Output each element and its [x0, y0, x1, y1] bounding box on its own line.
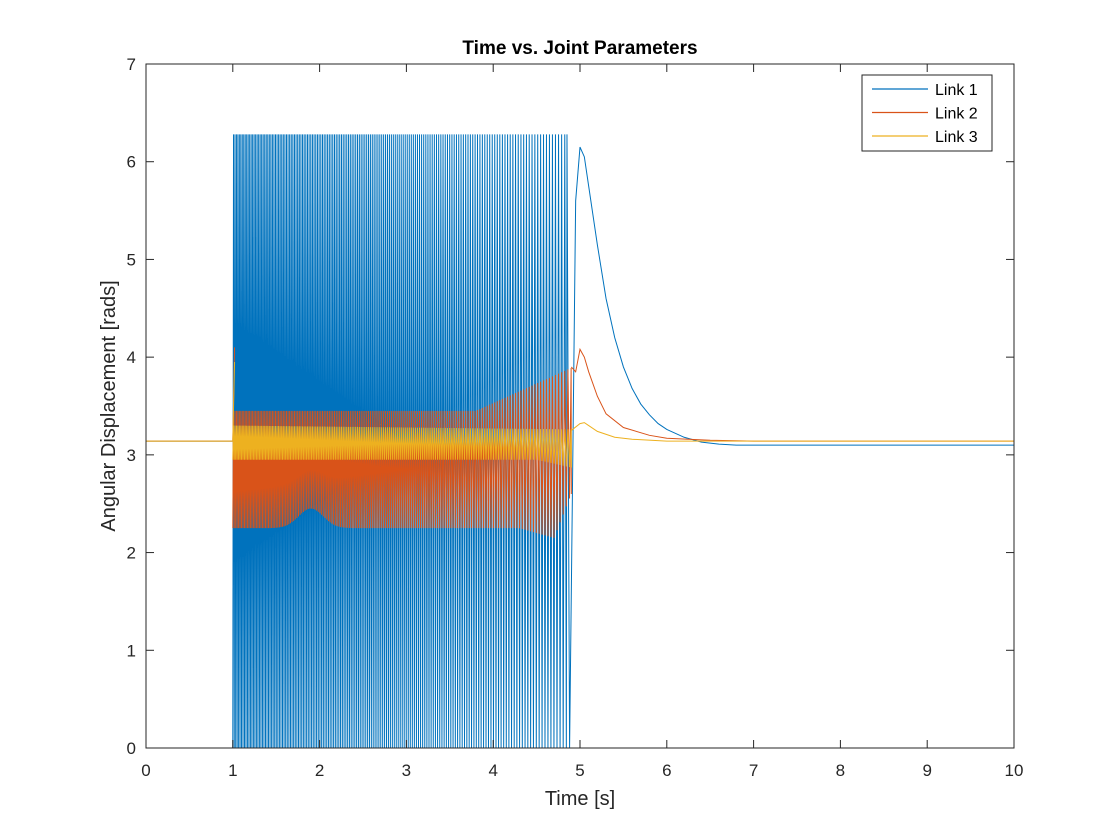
- y-tick-label: 2: [127, 544, 136, 563]
- y-tick-label: 7: [127, 55, 136, 74]
- series-line-link-3: [146, 362, 1014, 468]
- series-layer: [146, 134, 1014, 748]
- x-tick-label: 10: [1005, 761, 1024, 780]
- x-tick-label: 5: [575, 761, 584, 780]
- y-axis-label: Angular Displacement [rads]: [98, 280, 120, 531]
- x-tick-label: 2: [315, 761, 324, 780]
- legend-label-2: Link 2: [935, 106, 978, 123]
- y-axis: 0 1 2 3 4 5 6 7: [127, 55, 1014, 758]
- legend: Link 1 Link 2 Link 3: [861, 74, 993, 152]
- y-tick-label: 6: [127, 153, 136, 172]
- x-tick-label: 3: [402, 761, 411, 780]
- chart-title: Time vs. Joint Parameters: [462, 38, 697, 59]
- x-tick-label: 1: [228, 761, 237, 780]
- x-tick-label: 9: [922, 761, 931, 780]
- x-tick-label: 0: [141, 761, 150, 780]
- x-axis: 0 1 2 3 4 5 6 7 8 9 10: [141, 64, 1023, 780]
- y-tick-label: 5: [127, 250, 136, 269]
- y-tick-label: 4: [127, 348, 136, 367]
- legend-label-1: Link 1: [935, 82, 978, 99]
- x-tick-label: 7: [749, 761, 758, 780]
- x-tick-label: 4: [488, 761, 497, 780]
- plot-area: 0 1 2 3 4 5 6 7 8 9 10 0 1 2 3 4 5 6 7: [127, 55, 1024, 780]
- y-tick-label: 3: [127, 446, 136, 465]
- legend-label-3: Link 3: [935, 129, 978, 146]
- x-tick-label: 8: [836, 761, 845, 780]
- x-axis-label: Time [s]: [545, 788, 615, 810]
- y-tick-label: 0: [127, 739, 136, 758]
- y-tick-label: 1: [127, 641, 136, 660]
- x-tick-label: 6: [662, 761, 671, 780]
